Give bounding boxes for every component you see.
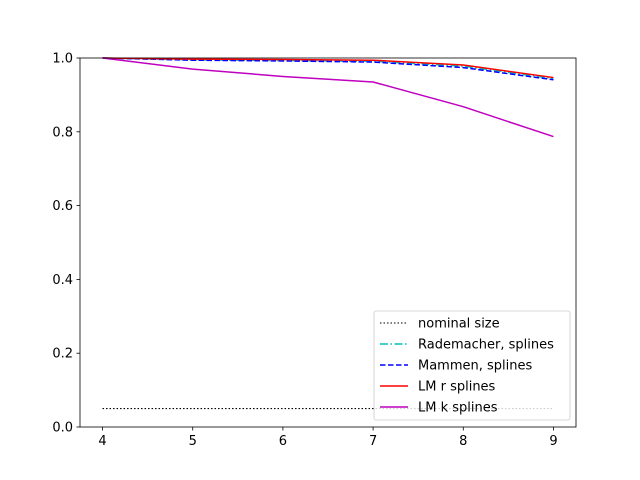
legend-label-3: LM r splines: [418, 380, 496, 395]
legend-label-4: LM k splines: [418, 401, 498, 416]
y-tick-label-3: 0.6: [52, 199, 73, 214]
x-tick-label-5: 9: [549, 434, 557, 449]
y-tick-label-5: 1.0: [52, 52, 73, 67]
x-tick-label-1: 5: [189, 434, 197, 449]
axes: 4 5 6 7 8 9 0.0 0.2 0.4 0.6 0.8 1.0: [52, 52, 577, 449]
legend-label-0: nominal size: [418, 317, 500, 332]
legend-box: [373, 310, 571, 421]
series-line-2: [102, 57, 554, 81]
series-line-4: [102, 57, 554, 138]
y-tick-label-0: 0.0: [52, 421, 73, 436]
x-tick-label-4: 8: [459, 434, 467, 449]
x-tick-label-2: 6: [279, 434, 287, 449]
x-tick-label-0: 4: [98, 434, 106, 449]
x-tick-label-3: 7: [369, 434, 377, 449]
y-tick-label-4: 0.8: [52, 125, 73, 140]
legend-label-2: Mammen, splines: [418, 359, 532, 374]
legend: nominal size Rademacher, splines Mammen, s…: [373, 310, 571, 421]
plot-area: [102, 57, 554, 410]
y-tick-label-2: 0.4: [52, 273, 73, 288]
axes-frame: [79, 57, 577, 428]
y-tick-label-1: 0.2: [52, 347, 73, 362]
series-line-3: [102, 57, 554, 79]
legend-label-1: Rademacher, splines: [418, 338, 554, 353]
